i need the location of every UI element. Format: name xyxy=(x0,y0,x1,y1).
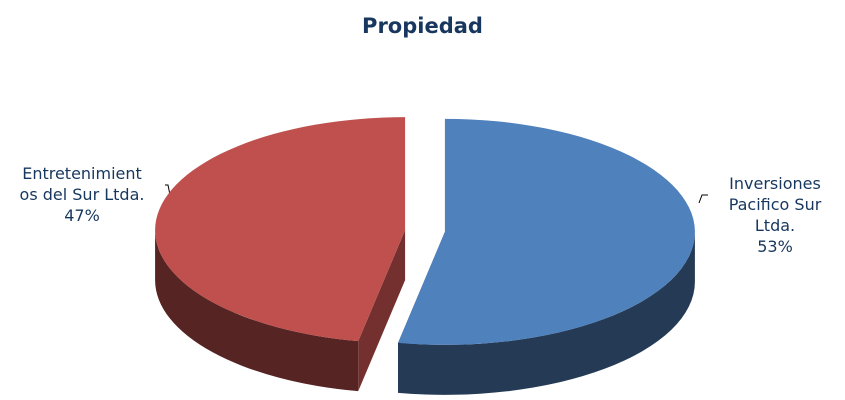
slice-face xyxy=(358,230,406,392)
slice-face xyxy=(155,230,359,392)
category-label: Inversiones Pacifico Sur Ltda. xyxy=(728,174,822,235)
chart-title: Propiedad xyxy=(362,14,483,38)
leader-line xyxy=(698,194,708,204)
slice-face xyxy=(398,231,695,395)
value-label: 53% xyxy=(757,237,793,256)
slice xyxy=(155,117,406,392)
slice-face xyxy=(155,117,406,342)
slice-label: Inversiones Pacifico Sur Ltda. 53% xyxy=(710,173,840,257)
value-label: 47% xyxy=(64,206,100,225)
slice xyxy=(398,118,695,395)
slice-face xyxy=(398,118,695,345)
leader-line xyxy=(165,184,171,196)
slice-label: Entretenimientos del Sur Ltda. 47% xyxy=(8,163,156,226)
category-label: Entretenimientos del Sur Ltda. xyxy=(19,164,145,204)
